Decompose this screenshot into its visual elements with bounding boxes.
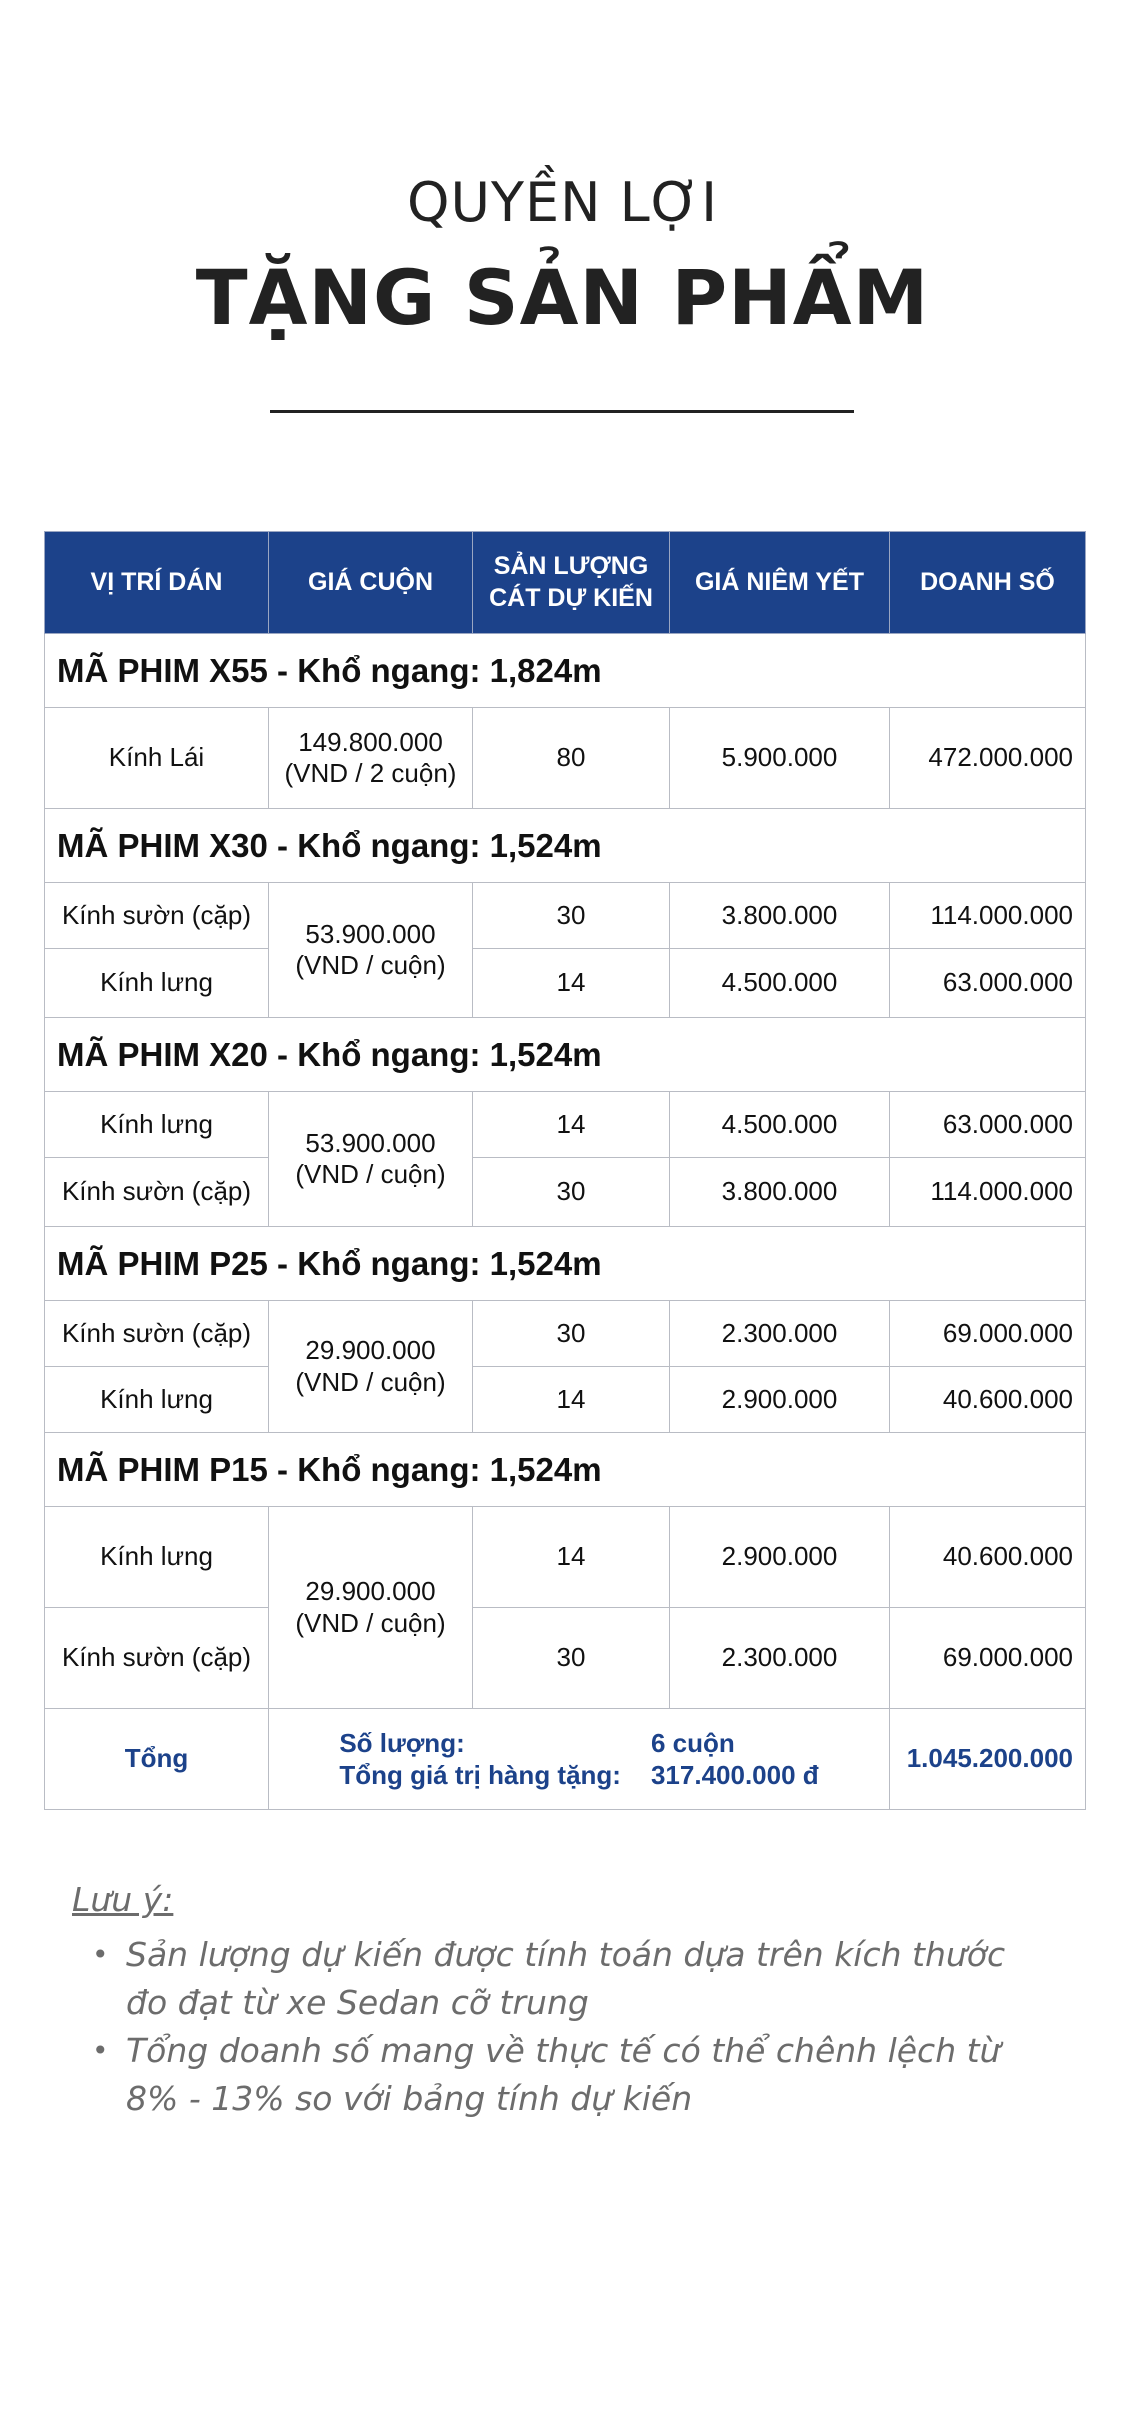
roll-price-text: 29.900.000 (VND / cuộn) [295, 1335, 446, 1397]
cell-position: Kính lưng [44, 1366, 269, 1433]
column-header-list-price: GIÁ NIÊM YẾT [669, 531, 890, 634]
total-values: 6 cuộn 317.400.000 đ [651, 1727, 819, 1792]
table-row: Kính lưng 53.900.000 (VND / cuộn) 14 4.5… [44, 1091, 1086, 1227]
notes-item-text: Sản lượng dự kiến được tính toán dựa trê… [126, 1935, 1006, 2022]
notes-title: Lưu ý: [72, 1880, 174, 1919]
notes-list: • Sản lượng dự kiến được tính toán dựa t… [72, 1931, 1052, 2123]
cell-quantity: 80 [472, 707, 670, 809]
cell-revenue: 40.600.000 [889, 1506, 1086, 1608]
cell-revenue: 472.000.000 [889, 707, 1086, 809]
roll-price-text: 53.900.000 (VND / cuộn) [295, 1127, 446, 1189]
total-label: Tổng [44, 1708, 269, 1810]
group-title: MÃ PHIM P25 - Khổ ngang: 1,524m [44, 1226, 1086, 1301]
cell-list-price: 4.500.000 [669, 948, 890, 1018]
group-row-p15: MÃ PHIM P15 - Khổ ngang: 1,524m [44, 1432, 1086, 1507]
cell-quantity: 30 [472, 1300, 670, 1367]
group-row-x30: MÃ PHIM X30 - Khổ ngang: 1,524m [44, 808, 1086, 883]
cell-roll-price: 29.900.000 (VND / cuộn) [268, 1506, 473, 1709]
cell-quantity: 30 [472, 882, 670, 949]
cell-list-price: 2.300.000 [669, 1300, 890, 1367]
cell-quantity: 14 [472, 1091, 670, 1158]
notes-item: • Tổng doanh số mang về thực tế có thể c… [72, 2027, 1052, 2123]
cell-revenue: 69.000.000 [889, 1607, 1086, 1709]
cell-quantity: 14 [472, 1366, 670, 1433]
cell-list-price: 3.800.000 [669, 882, 890, 949]
cell-position: Kính Lái [44, 707, 269, 809]
cell-revenue: 114.000.000 [889, 1157, 1086, 1227]
cell-revenue: 63.000.000 [889, 948, 1086, 1018]
column-header-roll-price: GIÁ CUỘN [268, 531, 473, 634]
total-quantity-label: Số lượng: [339, 1727, 465, 1758]
column-header-quantity: SẢN LƯỢNG CÁT DỰ KIẾN [472, 531, 670, 634]
table-row: Kính sườn (cặp) 30 2.300.000 69.000.000 [44, 1607, 1086, 1709]
total-row: Tổng Số lượng: Tổng giá trị hàng tặng: 6… [44, 1708, 1086, 1810]
group-row-x55: MÃ PHIM X55 - Khổ ngang: 1,824m [44, 633, 1086, 708]
notes-item-text: Tổng doanh số mang về thực tế có thể chê… [126, 2031, 1001, 2118]
cell-roll-price: 29.900.000 (VND / cuộn) [268, 1300, 473, 1433]
cell-roll-price: 149.800.000 (VND / 2 cuộn) [268, 707, 473, 809]
cell-list-price: 4.500.000 [669, 1091, 890, 1158]
notes-section: Lưu ý: • Sản lượng dự kiến được tính toá… [72, 1880, 1052, 2123]
notes-item: • Sản lượng dự kiến được tính toán dựa t… [72, 1931, 1052, 2027]
total-summary-grid: Số lượng: Tổng giá trị hàng tặng: 6 cuộn… [269, 1727, 889, 1792]
group-title: MÃ PHIM X55 - Khổ ngang: 1,824m [44, 633, 1086, 708]
cell-quantity: 30 [472, 1607, 670, 1709]
cell-position: Kính sườn (cặp) [44, 1607, 269, 1709]
title-divider [270, 410, 854, 413]
cell-roll-price: 53.900.000 (VND / cuộn) [268, 1091, 473, 1227]
column-header-position: VỊ TRÍ DÁN [44, 531, 269, 634]
group-title: MÃ PHIM X30 - Khổ ngang: 1,524m [44, 808, 1086, 883]
cell-revenue: 63.000.000 [889, 1091, 1086, 1158]
table-row: Kính sườn (cặp) 29.900.000 (VND / cuộn) … [44, 1300, 1086, 1433]
cell-revenue: 69.000.000 [889, 1300, 1086, 1367]
group-title: MÃ PHIM X20 - Khổ ngang: 1,524m [44, 1017, 1086, 1092]
roll-price-text: 29.900.000 (VND / cuộn) [295, 1576, 446, 1638]
roll-price-text: 53.900.000 (VND / cuộn) [295, 918, 446, 980]
total-quantity-value: 6 cuộn [650, 1727, 735, 1758]
bullet-icon: • [92, 2034, 109, 2067]
product-gift-table-container: VỊ TRÍ DÁN GIÁ CUỘN SẢN LƯỢNG CÁT DỰ KIẾ… [44, 531, 1086, 1810]
group-title: MÃ PHIM P15 - Khổ ngang: 1,524m [44, 1432, 1086, 1507]
total-gift-value: 317.400.000 đ [650, 1760, 819, 1790]
table-row: Kính sườn (cặp) 53.900.000 (VND / cuộn) … [44, 882, 1086, 1018]
bullet-icon: • [92, 1938, 109, 1971]
group-row-p25: MÃ PHIM P25 - Khổ ngang: 1,524m [44, 1226, 1086, 1301]
cell-position: Kính lưng [44, 1506, 269, 1608]
table-row: Kính sườn (cặp) 30 3.800.000 114.000.000 [44, 1157, 1086, 1227]
table-row: Kính lưng 14 4.500.000 63.000.000 [44, 948, 1086, 1018]
table-header-row: VỊ TRÍ DÁN GIÁ CUỘN SẢN LƯỢNG CÁT DỰ KIẾ… [44, 531, 1086, 634]
column-header-revenue: DOANH SỐ [889, 531, 1086, 634]
cell-position: Kính sườn (cặp) [44, 882, 269, 949]
group-row-x20: MÃ PHIM X20 - Khổ ngang: 1,524m [44, 1017, 1086, 1092]
table-row: Kính lưng 29.900.000 (VND / cuộn) 14 2.9… [44, 1506, 1086, 1709]
total-gift-value-label: Tổng giá trị hàng tặng: [339, 1760, 621, 1790]
cell-list-price: 2.300.000 [669, 1607, 890, 1709]
page-title: TẶNG SẢN PHẨM [195, 253, 930, 342]
cell-roll-price: 53.900.000 (VND / cuộn) [268, 882, 473, 1018]
cell-position: Kính lưng [44, 948, 269, 1018]
cell-quantity: 14 [472, 948, 670, 1018]
total-summary: Số lượng: Tổng giá trị hàng tặng: 6 cuộn… [268, 1708, 890, 1810]
cell-position: Kính lưng [44, 1091, 269, 1158]
cell-quantity: 14 [472, 1506, 670, 1608]
cell-revenue: 40.600.000 [889, 1366, 1086, 1433]
cell-list-price: 2.900.000 [669, 1366, 890, 1433]
cell-revenue: 114.000.000 [889, 882, 1086, 949]
roll-price-text: 149.800.000 (VND / 2 cuộn) [284, 726, 457, 788]
table-row: Kính lưng 14 2.900.000 40.600.000 [44, 1366, 1086, 1433]
cell-quantity: 30 [472, 1157, 670, 1227]
cell-list-price: 5.900.000 [669, 707, 890, 809]
column-header-quantity-text: SẢN LƯỢNG CÁT DỰ KIẾN [489, 552, 653, 612]
cell-list-price: 2.900.000 [669, 1506, 890, 1608]
cell-position: Kính sườn (cặp) [44, 1157, 269, 1227]
cell-position: Kính sườn (cặp) [44, 1300, 269, 1367]
page-header: QUYỀN LỢI TẶNG SẢN PHẨM [0, 171, 1125, 342]
page-subtitle: QUYỀN LỢI [406, 171, 718, 234]
cell-list-price: 3.800.000 [669, 1157, 890, 1227]
table-row: Kính Lái 149.800.000 (VND / 2 cuộn) 80 5… [44, 707, 1086, 809]
product-gift-table: VỊ TRÍ DÁN GIÁ CUỘN SẢN LƯỢNG CÁT DỰ KIẾ… [44, 531, 1086, 1810]
total-revenue: 1.045.200.000 [889, 1708, 1086, 1810]
total-labels: Số lượng: Tổng giá trị hàng tặng: [339, 1727, 621, 1792]
